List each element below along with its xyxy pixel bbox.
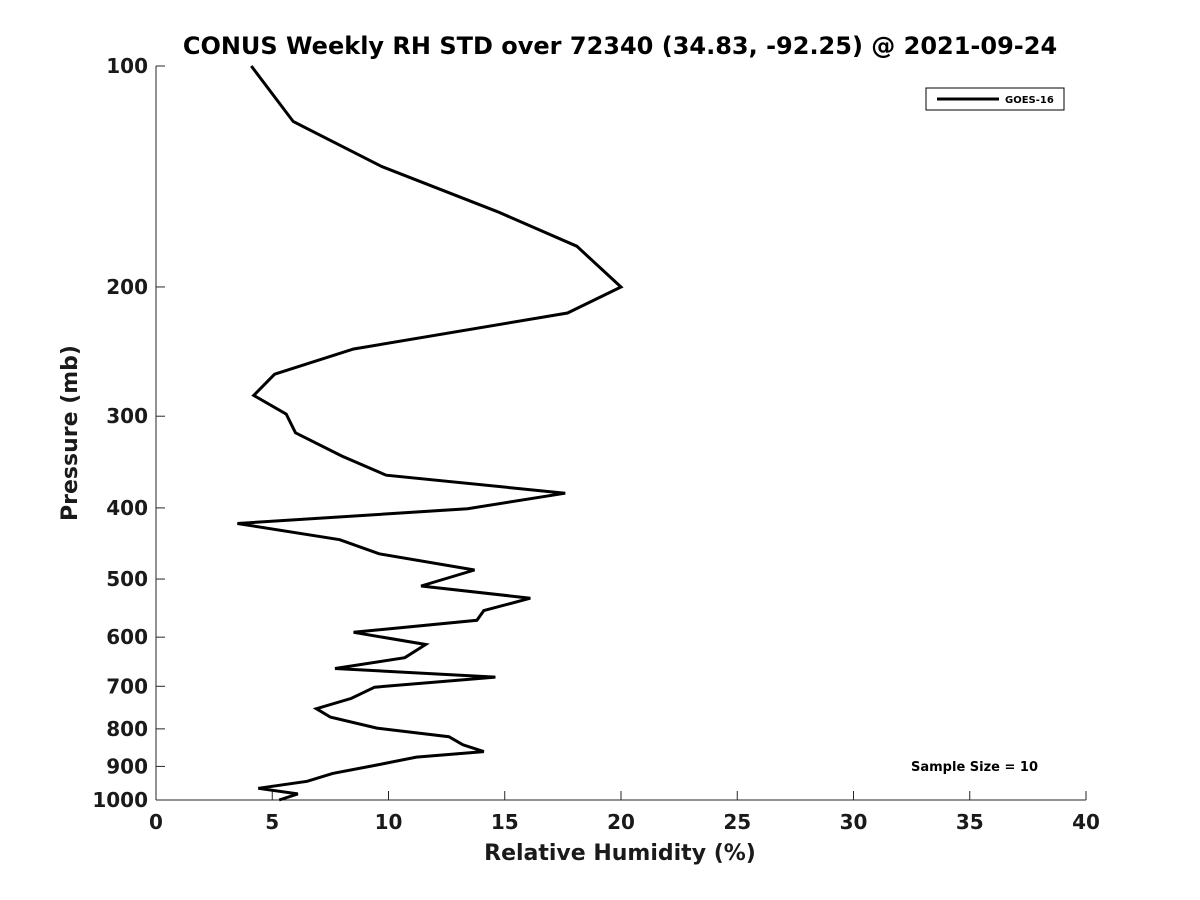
y-tick-label: 800 bbox=[106, 717, 148, 741]
x-axis-label: Relative Humidity (%) bbox=[484, 841, 756, 866]
x-tick-label: 40 bbox=[1072, 810, 1100, 834]
y-tick-label: 200 bbox=[106, 275, 148, 299]
y-tick-label: 700 bbox=[106, 674, 148, 698]
series-line-goes-16 bbox=[237, 65, 624, 802]
y-axis-label: Pressure (mb) bbox=[58, 345, 83, 521]
x-tick-label: 15 bbox=[491, 810, 519, 834]
y-tick-label: 1000 bbox=[92, 788, 148, 812]
legend: GOES-16 bbox=[925, 87, 1065, 111]
x-tick-label: 10 bbox=[375, 810, 403, 834]
x-tick-label: 35 bbox=[956, 810, 984, 834]
chart-title: CONUS Weekly RH STD over 72340 (34.83, -… bbox=[183, 32, 1057, 60]
x-tick-label: 5 bbox=[265, 810, 279, 834]
x-tick-label: 25 bbox=[723, 810, 751, 834]
x-tick-label: 30 bbox=[840, 810, 868, 834]
plot-area bbox=[237, 65, 624, 802]
x-ticks: 0 5 10 15 20 25 30 35 40 bbox=[149, 791, 1100, 834]
sample-size-annotation: Sample Size = 10 bbox=[911, 760, 1038, 775]
x-tick-label: 20 bbox=[607, 810, 635, 834]
y-ticks: 100 200 300 400 500 600 700 800 900 1000 bbox=[92, 54, 165, 812]
x-tick-label: 0 bbox=[149, 810, 163, 834]
y-tick-label: 900 bbox=[106, 754, 148, 778]
legend-label-goes-16: GOES-16 bbox=[1005, 95, 1054, 106]
y-tick-label: 400 bbox=[106, 496, 148, 520]
y-tick-label: 600 bbox=[106, 625, 148, 649]
y-tick-label: 500 bbox=[106, 567, 148, 591]
y-tick-label: 300 bbox=[106, 404, 148, 428]
y-tick-label: 100 bbox=[106, 54, 148, 78]
